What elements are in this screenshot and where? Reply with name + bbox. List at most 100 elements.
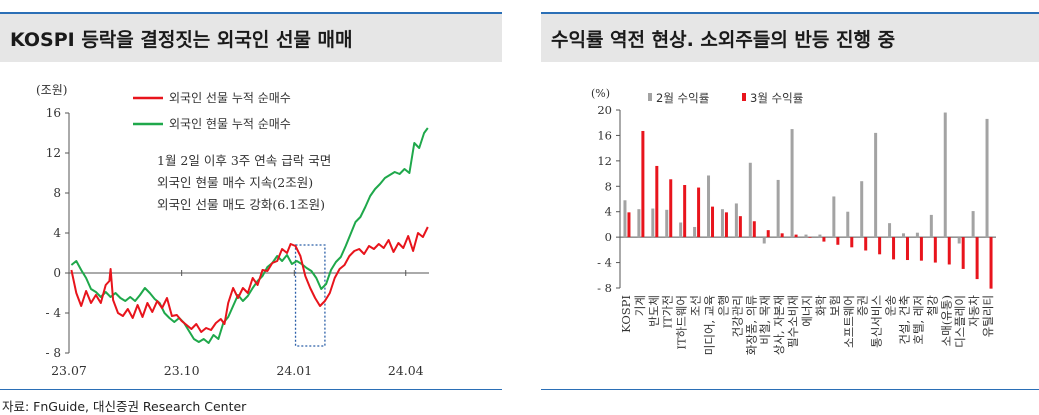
bar-mar <box>878 237 882 255</box>
annotation-line-3: 외국인 선물 매도 강화(6.1조원) <box>157 197 325 212</box>
category-label: 소매(유통) <box>939 295 953 346</box>
category-label: 철강 <box>925 295 939 317</box>
left-x-tick-label: 23.07 <box>51 363 87 378</box>
right-bars <box>623 112 993 289</box>
left-x-tick-label: 24.01 <box>276 363 312 378</box>
category-label: 보험 <box>828 295 842 316</box>
category-label: 유틸리티 <box>981 295 995 337</box>
legend-label-mar: 3월 수익률 <box>750 91 803 105</box>
category-label: 반도체 <box>647 295 661 327</box>
bar-mar <box>836 237 840 245</box>
bar-mar <box>975 237 979 280</box>
category-label: 디스플레이 <box>953 295 967 348</box>
right-title-bar: 수익률 역전 현상. 소외주들의 반등 진행 중 <box>541 14 1039 62</box>
left-chart-title: KOSPI 등락을 결정짓는 외국인 선물 매매 <box>10 29 353 51</box>
category-label: 화학 <box>814 295 828 317</box>
bar-feb <box>860 181 864 238</box>
category-label: 에너지 <box>800 295 814 327</box>
futures-cumulative-line <box>70 226 429 333</box>
bar-feb <box>971 211 975 238</box>
bar-mar <box>724 212 728 238</box>
highlight-rect <box>294 244 326 347</box>
left-y-tick-label: 8 <box>53 186 61 200</box>
bar-mar <box>864 237 868 251</box>
category-label: 조선 <box>689 295 703 316</box>
bar-feb <box>748 162 752 238</box>
bar-feb <box>818 234 822 238</box>
left-axes: - 8 - 4 0 4 8 12 16 23.07 23.10 24.01 24.04 <box>45 106 429 378</box>
bar-feb <box>915 232 919 238</box>
bar-feb <box>693 226 697 238</box>
bar-feb <box>734 203 738 238</box>
right-axes: - 8 - 4 0 4 8 12 16 20 KOSPI 기계 반도체 IT가전 IT하드웨어 조선 미디어… <box>597 103 996 355</box>
right-y-tick-label: - 4 <box>597 256 612 270</box>
left-title-bar: KOSPI 등락을 결정짓는 외국인 선물 매매 <box>0 14 502 62</box>
category-label: 화장품, 의류 <box>744 295 758 355</box>
bar-feb <box>874 132 878 238</box>
left-series-lines <box>70 127 429 344</box>
category-label: 증권 <box>856 295 870 316</box>
category-label: 건설, 건축 <box>898 295 912 345</box>
bar-mar <box>850 237 854 248</box>
left-annotation: 1월 2일 이후 3주 연속 급락 국면 외국인 현물 매수 지속(2조원) 외… <box>157 153 331 212</box>
category-label: 상사, 자본재 <box>772 295 786 355</box>
bar-mar <box>752 221 756 238</box>
bar-feb <box>832 196 836 238</box>
bar-mar <box>794 234 798 238</box>
right-y-tick-label: 0 <box>605 230 612 244</box>
left-y-tick-label: 12 <box>46 146 61 160</box>
right-bottom-rule <box>541 389 1039 390</box>
source-note: 자료: FnGuide, 대신증권 Research Center <box>2 399 247 414</box>
right-y-tick-label: 8 <box>605 179 612 193</box>
category-label: 비철, 목재 <box>758 295 772 345</box>
right-legend: 2월 수익률 3월 수익률 <box>648 91 803 105</box>
category-label: 운송 <box>884 295 898 316</box>
bar-feb <box>804 234 808 238</box>
bar-feb <box>623 200 627 238</box>
right-y-tick-label: 16 <box>597 128 612 142</box>
legend-swatch-mar <box>742 93 746 101</box>
bar-feb <box>790 129 794 238</box>
right-unit-label: (%) <box>591 87 610 100</box>
bar-mar <box>683 185 687 238</box>
left-top-rule <box>0 12 502 14</box>
left-y-tick-label: 4 <box>53 226 61 240</box>
left-line-chart: (조원) - 8 - 4 0 4 8 12 16 23.07 23.10 24.01 24.04 외… <box>36 83 429 378</box>
bar-mar <box>766 230 770 238</box>
left-y-tick-label: - 8 <box>45 346 61 360</box>
category-label: 필수소비재 <box>786 295 800 348</box>
bar-feb <box>776 179 780 238</box>
bar-mar <box>627 212 631 238</box>
bar-mar <box>947 237 951 265</box>
left-x-tick-label: 23.10 <box>164 363 200 378</box>
left-panel: KOSPI 등락을 결정짓는 외국인 선물 매매 (조원) - 8 - 4 0 4 8 1… <box>0 0 502 392</box>
right-panel: 수익률 역전 현상. 소외주들의 반등 진행 중 (%) - 8 - 4 0 4 8 12… <box>541 0 1039 392</box>
bar-feb <box>651 208 655 238</box>
legend-swatch-feb <box>648 93 652 101</box>
left-legend: 외국인 선물 누적 순매수 외국인 현물 누적 순매수 <box>133 91 291 131</box>
bar-feb <box>665 209 669 238</box>
left-y-tick-label: 0 <box>53 266 61 280</box>
bar-mar <box>892 237 896 260</box>
right-y-tick-label: 20 <box>597 103 612 117</box>
bar-mar <box>905 237 909 261</box>
bar-mar <box>669 179 673 238</box>
bar-feb <box>637 209 641 238</box>
bar-feb <box>943 112 947 238</box>
left-unit-label: (조원) <box>36 83 67 97</box>
bar-feb <box>679 222 683 238</box>
category-label: KOSPI <box>619 295 633 333</box>
right-chart-title: 수익률 역전 현상. 소외주들의 반등 진행 중 <box>551 29 896 51</box>
category-label: 은행 <box>716 295 730 316</box>
bar-feb <box>707 175 711 238</box>
right-y-tick-label: 4 <box>605 205 612 219</box>
category-label: 건강관리 <box>730 295 744 337</box>
bar-feb <box>957 237 961 244</box>
bar-mar <box>919 237 923 261</box>
category-label: 미디어, 교육 <box>703 295 717 355</box>
bar-mar <box>641 130 645 238</box>
legend-label-feb: 2월 수익률 <box>656 91 709 105</box>
left-y-tick-label: - 4 <box>45 306 61 320</box>
category-label: IT가전 <box>661 295 675 328</box>
left-bottom-rule <box>0 389 502 390</box>
